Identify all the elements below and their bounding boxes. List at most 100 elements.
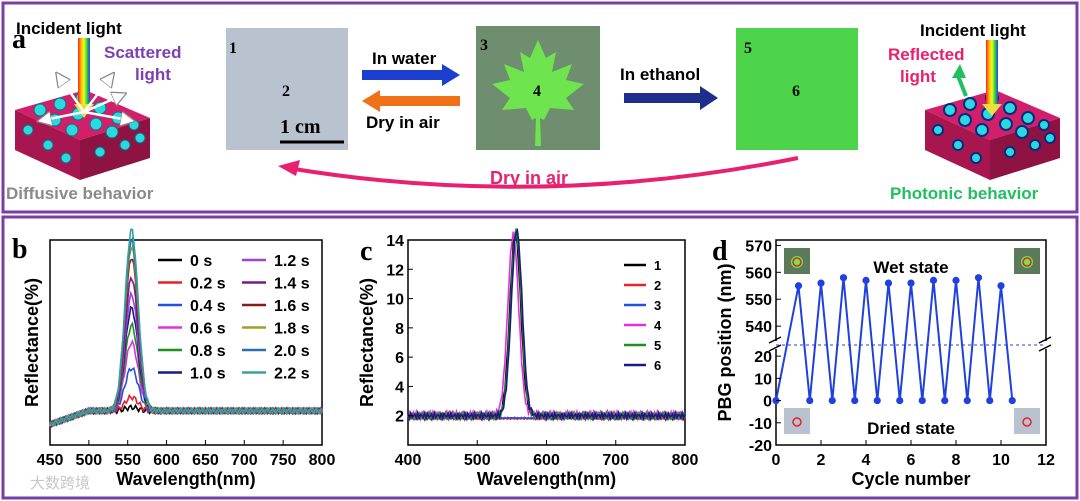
dry-in-air-label: Dry in air <box>366 113 440 132</box>
chart-b-legend-label: 2.0 s <box>274 343 310 360</box>
reflected-label-2: light <box>900 67 936 86</box>
chart-c-series <box>407 227 686 422</box>
chart-d-point <box>907 279 915 287</box>
chart-d-break-right <box>1040 341 1052 349</box>
chart-d-point <box>862 276 870 284</box>
chart-c-xtick-label: 700 <box>602 452 629 469</box>
in-water-label: In water <box>372 49 437 68</box>
photo-dry-film <box>226 28 348 150</box>
panel-c-label: c <box>360 236 372 267</box>
chart-d-ytick-label: -20 <box>749 438 772 455</box>
chart-d-ylabel: PBG position (nm) <box>715 264 735 422</box>
watermark: 大数跨境 <box>30 474 90 492</box>
chart-c-legend-label: 2 <box>654 278 661 293</box>
chart-d-ytick-label: 550 <box>745 292 772 309</box>
chart-c-xlabel: Wavelength(nm) <box>477 469 616 489</box>
chart-d-ytick-label: 540 <box>745 319 772 336</box>
chart-c-ytick-label: 12 <box>386 262 404 279</box>
chart-d-series-line <box>775 277 1014 401</box>
photo3-num1: 5 <box>744 40 752 57</box>
chart-d-point <box>941 396 949 405</box>
chart-d-point <box>884 279 893 287</box>
chart-d-break-mark-right <box>1038 336 1052 352</box>
chart-d-point <box>952 276 960 284</box>
chart-d-point <box>929 276 938 284</box>
panel-bcd-border <box>1 215 1079 500</box>
chart-d-point <box>986 396 994 405</box>
photonic-cube-illustration <box>925 90 1060 180</box>
chart-b-xtick-label: 550 <box>114 452 141 469</box>
chart-d-xlabel: Cycle number <box>851 469 970 489</box>
chart-d-ytick-label: 10 <box>754 371 772 388</box>
panel-d-label: d <box>712 236 728 267</box>
chart-c-legend-label: 1 <box>654 258 661 273</box>
chart-d-ytick-label: 560 <box>745 265 772 282</box>
wet-state-marker <box>792 257 802 267</box>
chart-d-point <box>974 274 983 282</box>
chart-d-point <box>873 396 881 405</box>
chart-b-xtick-label: 500 <box>76 452 103 469</box>
chart-c-ytick-label: 2 <box>395 409 404 426</box>
in-ethanol-arrow <box>624 86 718 110</box>
panel-b-label: b <box>12 234 28 265</box>
chart-b-ylabel: Reflectance(%) <box>22 278 42 407</box>
scattered-label-1: Scattered <box>104 43 181 62</box>
chart-b-legend-label: 0.2 s <box>190 276 226 293</box>
chart-d-point <box>997 282 1005 290</box>
photo1-num2: 2 <box>282 83 290 100</box>
maple-leaf <box>492 40 584 146</box>
photo2-num1: 3 <box>480 37 488 54</box>
photo3-num2: 6 <box>792 83 800 100</box>
chart-d-wet-annotation: Wet state <box>873 258 948 277</box>
chart-d-dried-annotation: Dried state <box>867 419 955 438</box>
chart-b-xtick-label: 800 <box>309 452 336 469</box>
chart-b-xtick-label: 600 <box>153 452 180 469</box>
chart-d-ytick-label: 570 <box>745 238 772 255</box>
chart-c-legend-label: 5 <box>654 338 661 353</box>
chart-d-point <box>806 396 814 405</box>
dried-state-inset <box>1014 408 1040 434</box>
scatter-arrows <box>44 78 128 120</box>
left-incident-label: Incident light <box>16 19 122 38</box>
scattered-label-2: light <box>135 65 171 84</box>
dried-state-marker <box>1022 417 1032 427</box>
chart-d-xtick-label: 0 <box>772 452 781 469</box>
chart-d-point <box>817 279 825 287</box>
chart-d-point <box>839 274 848 282</box>
photonic-behavior-label: Photonic behavior <box>890 184 1039 203</box>
chart-b-legend-label: 1.0 s <box>190 366 226 383</box>
chart-c-ytick-label: 10 <box>386 292 404 309</box>
photo1-num1: 1 <box>229 40 237 57</box>
chart-b-legend-label: 1.6 s <box>274 298 310 315</box>
reflected-label-1: Reflected <box>888 45 965 64</box>
dry-in-air-bottom-label: Dry in air <box>490 168 568 188</box>
chart-b-xlabel: Wavelength(nm) <box>116 469 255 489</box>
chart-c-ylabel: Reflectance(%) <box>357 278 377 407</box>
dry-air-arrow <box>362 90 460 112</box>
chart-c-xtick-label: 800 <box>672 452 699 469</box>
wet-state-marker <box>1022 257 1032 267</box>
chart-b-frame <box>49 239 323 446</box>
chart-d: 0 2 4 6 8 10 12 540 550 560 570 -20 -10 0 10 20 Cycle nu… <box>715 238 1055 489</box>
right-incident-label: Incident light <box>920 21 1026 40</box>
chart-b: 450 500 550 600 650 700 750 800 Wavelength(nm) Re… <box>22 228 336 489</box>
chart-b-xtick-label: 650 <box>192 452 219 469</box>
chart-d-xtick-label: 2 <box>817 452 826 469</box>
chart-d-xtick-label: 8 <box>952 452 961 469</box>
chart-b-legend-label: 0.6 s <box>190 321 226 338</box>
chart-c-ytick-label: 4 <box>395 379 404 396</box>
reflected-arrow-head <box>952 64 966 78</box>
photo2-num2: 4 <box>533 83 541 100</box>
chart-d-xtick-label: 4 <box>862 452 871 469</box>
chart-d-xtick-label: 10 <box>992 452 1010 469</box>
incident-beam-right <box>986 40 998 106</box>
dry-in-air-curve <box>287 156 799 189</box>
chart-c-legend-label: 6 <box>654 358 661 373</box>
dried-state-inset <box>784 408 810 434</box>
scalebar-label: 1 cm <box>280 116 321 138</box>
panel-a-label: a <box>12 24 26 55</box>
beam-tip-right <box>982 104 1002 116</box>
chart-b-xtick-label: 700 <box>231 452 258 469</box>
chart-c-ytick-label: 14 <box>386 233 404 250</box>
